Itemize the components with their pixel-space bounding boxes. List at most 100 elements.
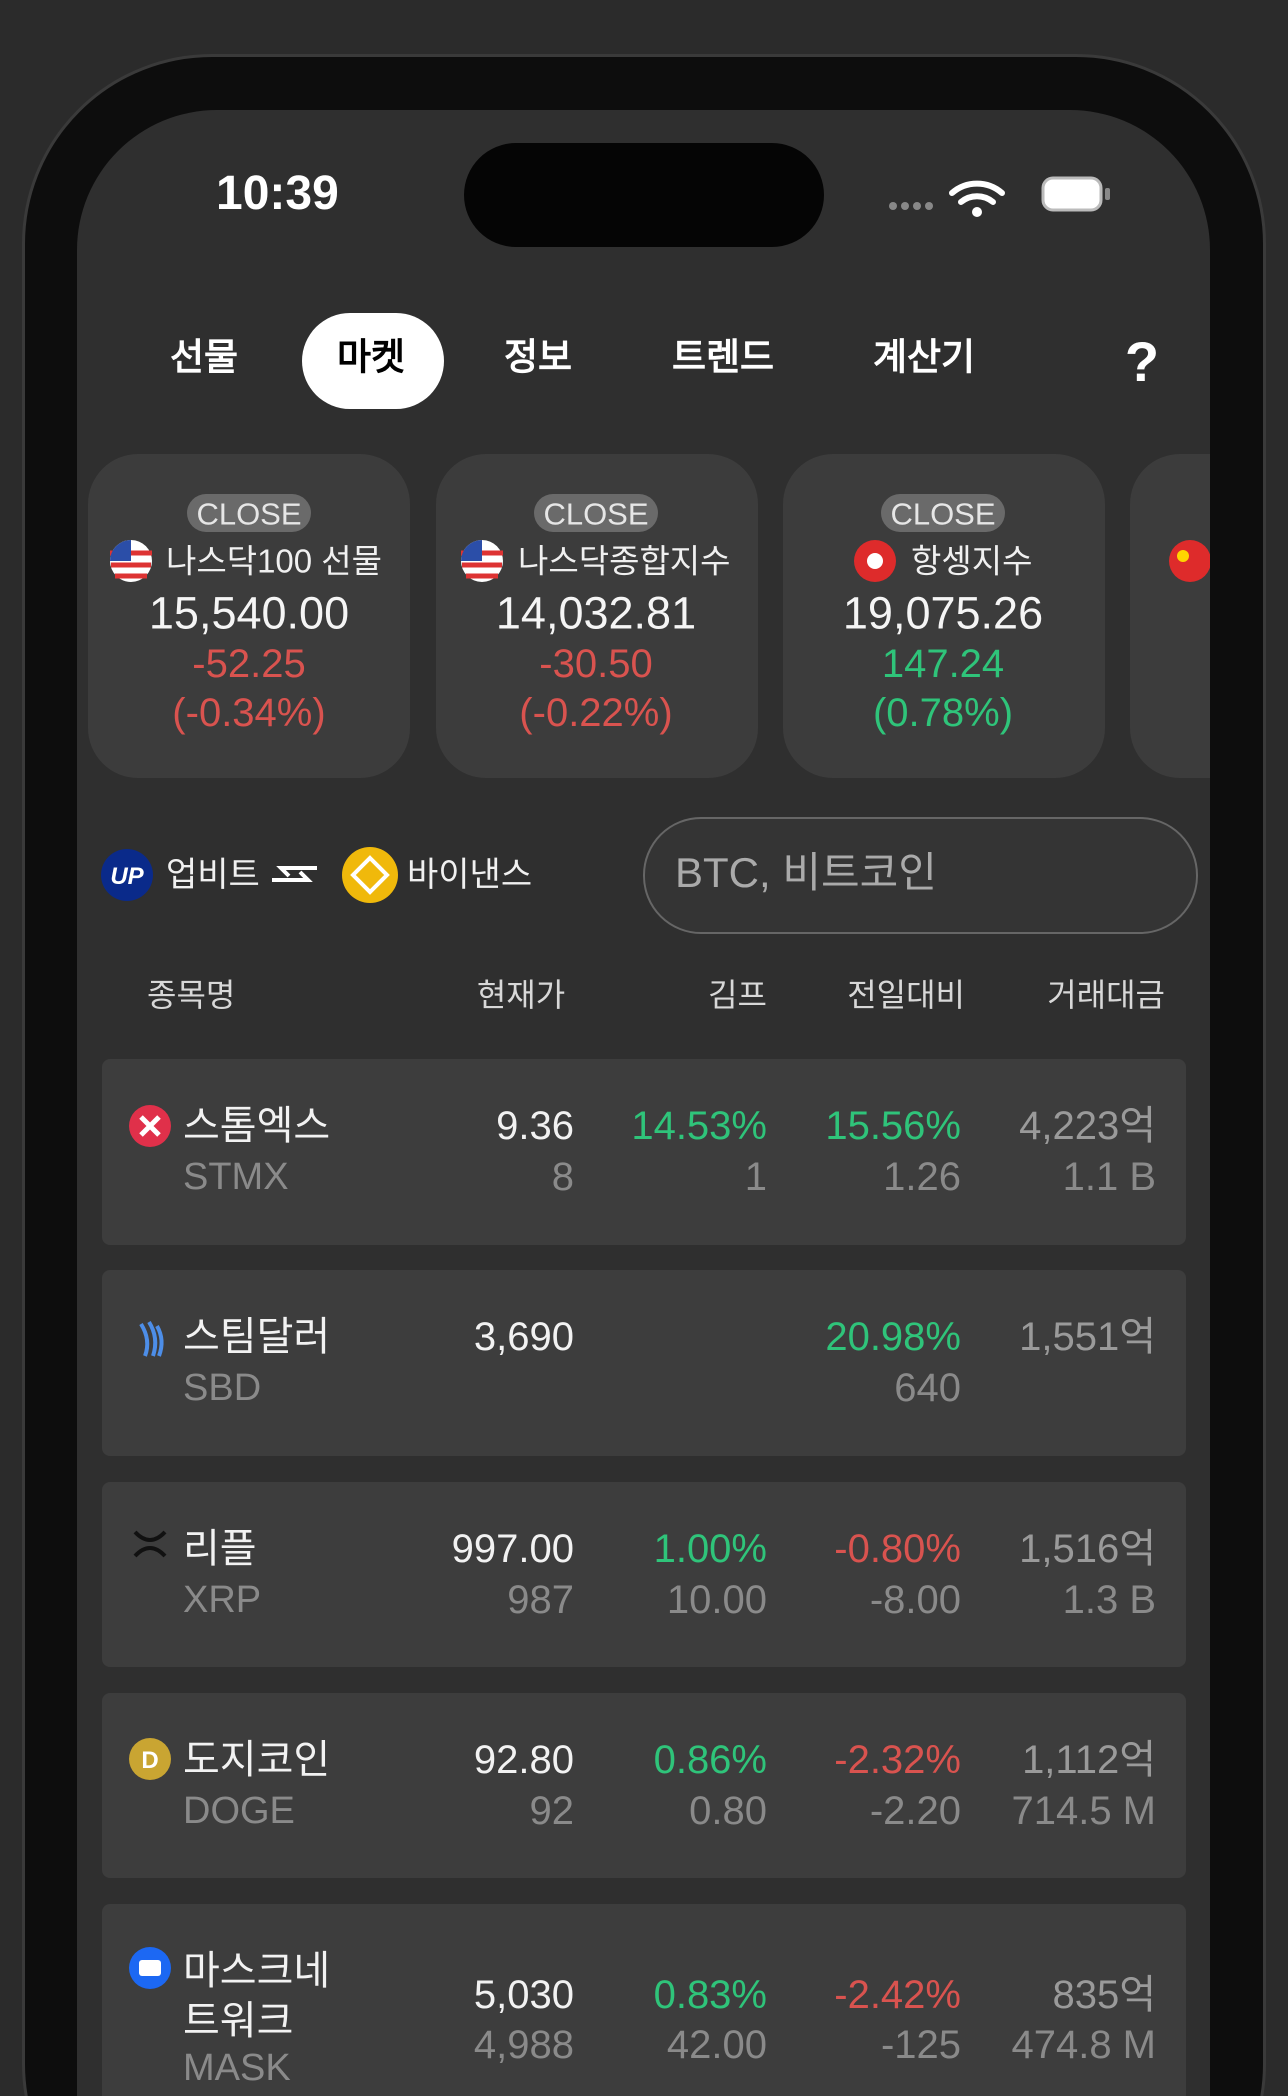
- table-row[interactable]: [102, 1904, 1186, 2096]
- help-button[interactable]: ?: [1124, 330, 1160, 393]
- index-change-pct: (-0.22%): [519, 691, 673, 735]
- svg-text:D: D: [141, 1747, 158, 1774]
- index-card[interactable]: [783, 454, 1105, 778]
- svg-text:UP: UP: [110, 863, 144, 890]
- flag-us: [110, 540, 152, 582]
- table-row[interactable]: [102, 1482, 1186, 1667]
- cell-volume: 1,112억: [1022, 1738, 1156, 1782]
- cell-price-sub: 8: [551, 1155, 574, 1199]
- cell-kimp-sub: 0.80: [689, 1789, 767, 1833]
- cell-price: 9.36: [496, 1104, 574, 1148]
- tab[interactable]: 선물: [169, 336, 239, 378]
- status-time: 10:39: [216, 167, 339, 220]
- index-price: 14,032.81: [495, 587, 697, 639]
- index-change-pct: (0.78%): [872, 691, 1014, 735]
- wifi-icon: [949, 180, 1005, 205]
- coin-name: 마스크네: [183, 1949, 331, 1993]
- tab[interactable]: 계산기: [872, 336, 976, 378]
- column-header: 김프: [708, 977, 767, 1013]
- cell-kimp: 0.83%: [653, 1973, 767, 2017]
- cell-volume: 835억: [1052, 1973, 1156, 2017]
- index-price: 15,540.00: [148, 587, 350, 639]
- column-header: 거래대금: [1047, 977, 1165, 1013]
- coin-name: 도지코인: [183, 1738, 331, 1782]
- cell-change: -0.80%: [834, 1527, 961, 1571]
- index-change: -30.50: [539, 642, 653, 686]
- index-card[interactable]: [1130, 454, 1210, 778]
- table-row[interactable]: [102, 1059, 1186, 1245]
- cell-change: -2.42%: [834, 1973, 961, 2017]
- index-price: 19,075.26: [842, 587, 1044, 639]
- index-card[interactable]: [88, 454, 410, 778]
- cell-price-sub: 4,988: [473, 2023, 574, 2067]
- coin-name: 트워크: [183, 1999, 294, 2043]
- cell-volume: 1,516억: [1019, 1527, 1156, 1571]
- tab[interactable]: 마켓: [336, 336, 406, 378]
- column-header: 종목명: [147, 977, 236, 1013]
- exchange-from[interactable]: 업비트: [166, 856, 260, 894]
- coin-symbol: SBD: [183, 1367, 262, 1409]
- cell-change: -2.32%: [834, 1738, 961, 1782]
- index-change: -52.25: [192, 642, 306, 686]
- index-card[interactable]: [436, 454, 758, 778]
- index-change: 147.24: [881, 642, 1005, 686]
- cell-price-sub: 92: [529, 1789, 575, 1833]
- index-name: 항셍지수: [911, 542, 1033, 580]
- cell-price: 3,690: [473, 1315, 574, 1359]
- cell-volume: 1,551억: [1019, 1315, 1156, 1359]
- cell-volume-sub: 474.8 M: [1011, 2023, 1156, 2067]
- status-badge: [534, 494, 658, 532]
- swap-icon: [272, 866, 317, 882]
- status-badge-text: CLOSE: [196, 496, 302, 532]
- cell-change: 20.98%: [825, 1315, 961, 1359]
- tab[interactable]: 트렌드: [671, 336, 775, 378]
- cell-price: 5,030: [473, 1973, 574, 2017]
- screen: UP D 10:39 선물 마켓 정보 트렌드 계산기? CLOSE 나스닥100 선물 15,…: [77, 110, 1210, 2096]
- search-placeholder[interactable]: BTC, 비트코인: [675, 849, 937, 896]
- cell-volume-sub: 1.1 B: [1062, 1155, 1156, 1199]
- status-badge-text: CLOSE: [890, 496, 996, 532]
- battery-tip: [1105, 188, 1110, 200]
- tab[interactable]: 정보: [503, 336, 573, 378]
- cell-kimp: 1.00%: [653, 1527, 767, 1571]
- decor: UP D: [88, 143, 1210, 2096]
- index-name: 나스닥종합지수: [518, 542, 731, 580]
- cell-kimp: 14.53%: [631, 1104, 767, 1148]
- cell-change-sub: -125: [880, 2023, 961, 2067]
- cell-price: 92.80: [473, 1738, 574, 1782]
- cell-kimp-sub: 1: [744, 1155, 767, 1199]
- index-name: 나스닥100 선물: [166, 542, 383, 580]
- status-badge: [881, 494, 1005, 532]
- cell-change-sub: 640: [894, 1366, 961, 1410]
- cell-volume: 4,223억: [1019, 1104, 1156, 1148]
- coin-symbol: DOGE: [183, 1790, 295, 1832]
- index-change-pct: (-0.34%): [172, 691, 326, 735]
- signal: [889, 202, 933, 210]
- cell-change-sub: -8.00: [869, 1578, 961, 1622]
- column-header: 전일대비: [847, 977, 965, 1013]
- table-row[interactable]: [102, 1270, 1186, 1456]
- table-row[interactable]: [102, 1693, 1186, 1878]
- cell-change-sub: 1.26: [883, 1155, 961, 1199]
- cell-price-sub: 987: [507, 1578, 574, 1622]
- cell-kimp-sub: 10.00: [666, 1578, 767, 1622]
- exchange-to[interactable]: 바이낸스: [407, 856, 533, 894]
- flag-us: [461, 540, 503, 582]
- active-tab-pill[interactable]: [302, 313, 444, 409]
- coin-name: 리플: [183, 1527, 257, 1571]
- wifi-dot: [972, 207, 982, 217]
- coin-icon-xrp: [133, 1530, 167, 1558]
- cell-volume-sub: 714.5 M: [1011, 1789, 1156, 1833]
- column-header: 현재가: [476, 977, 566, 1013]
- coin-icon-sbd: [139, 1320, 164, 1357]
- cell-change-sub: -2.20: [869, 1789, 961, 1833]
- coin-symbol: XRP: [183, 1579, 262, 1621]
- cell-change: 15.56%: [825, 1104, 961, 1148]
- flag-cn: [1169, 540, 1210, 582]
- search-box[interactable]: [643, 817, 1198, 934]
- coin-symbol: STMX: [183, 1156, 289, 1198]
- coin-icon-stmx: [129, 1105, 171, 1147]
- flag-hk: [854, 540, 896, 582]
- cell-kimp-sub: 42.00: [666, 2023, 767, 2067]
